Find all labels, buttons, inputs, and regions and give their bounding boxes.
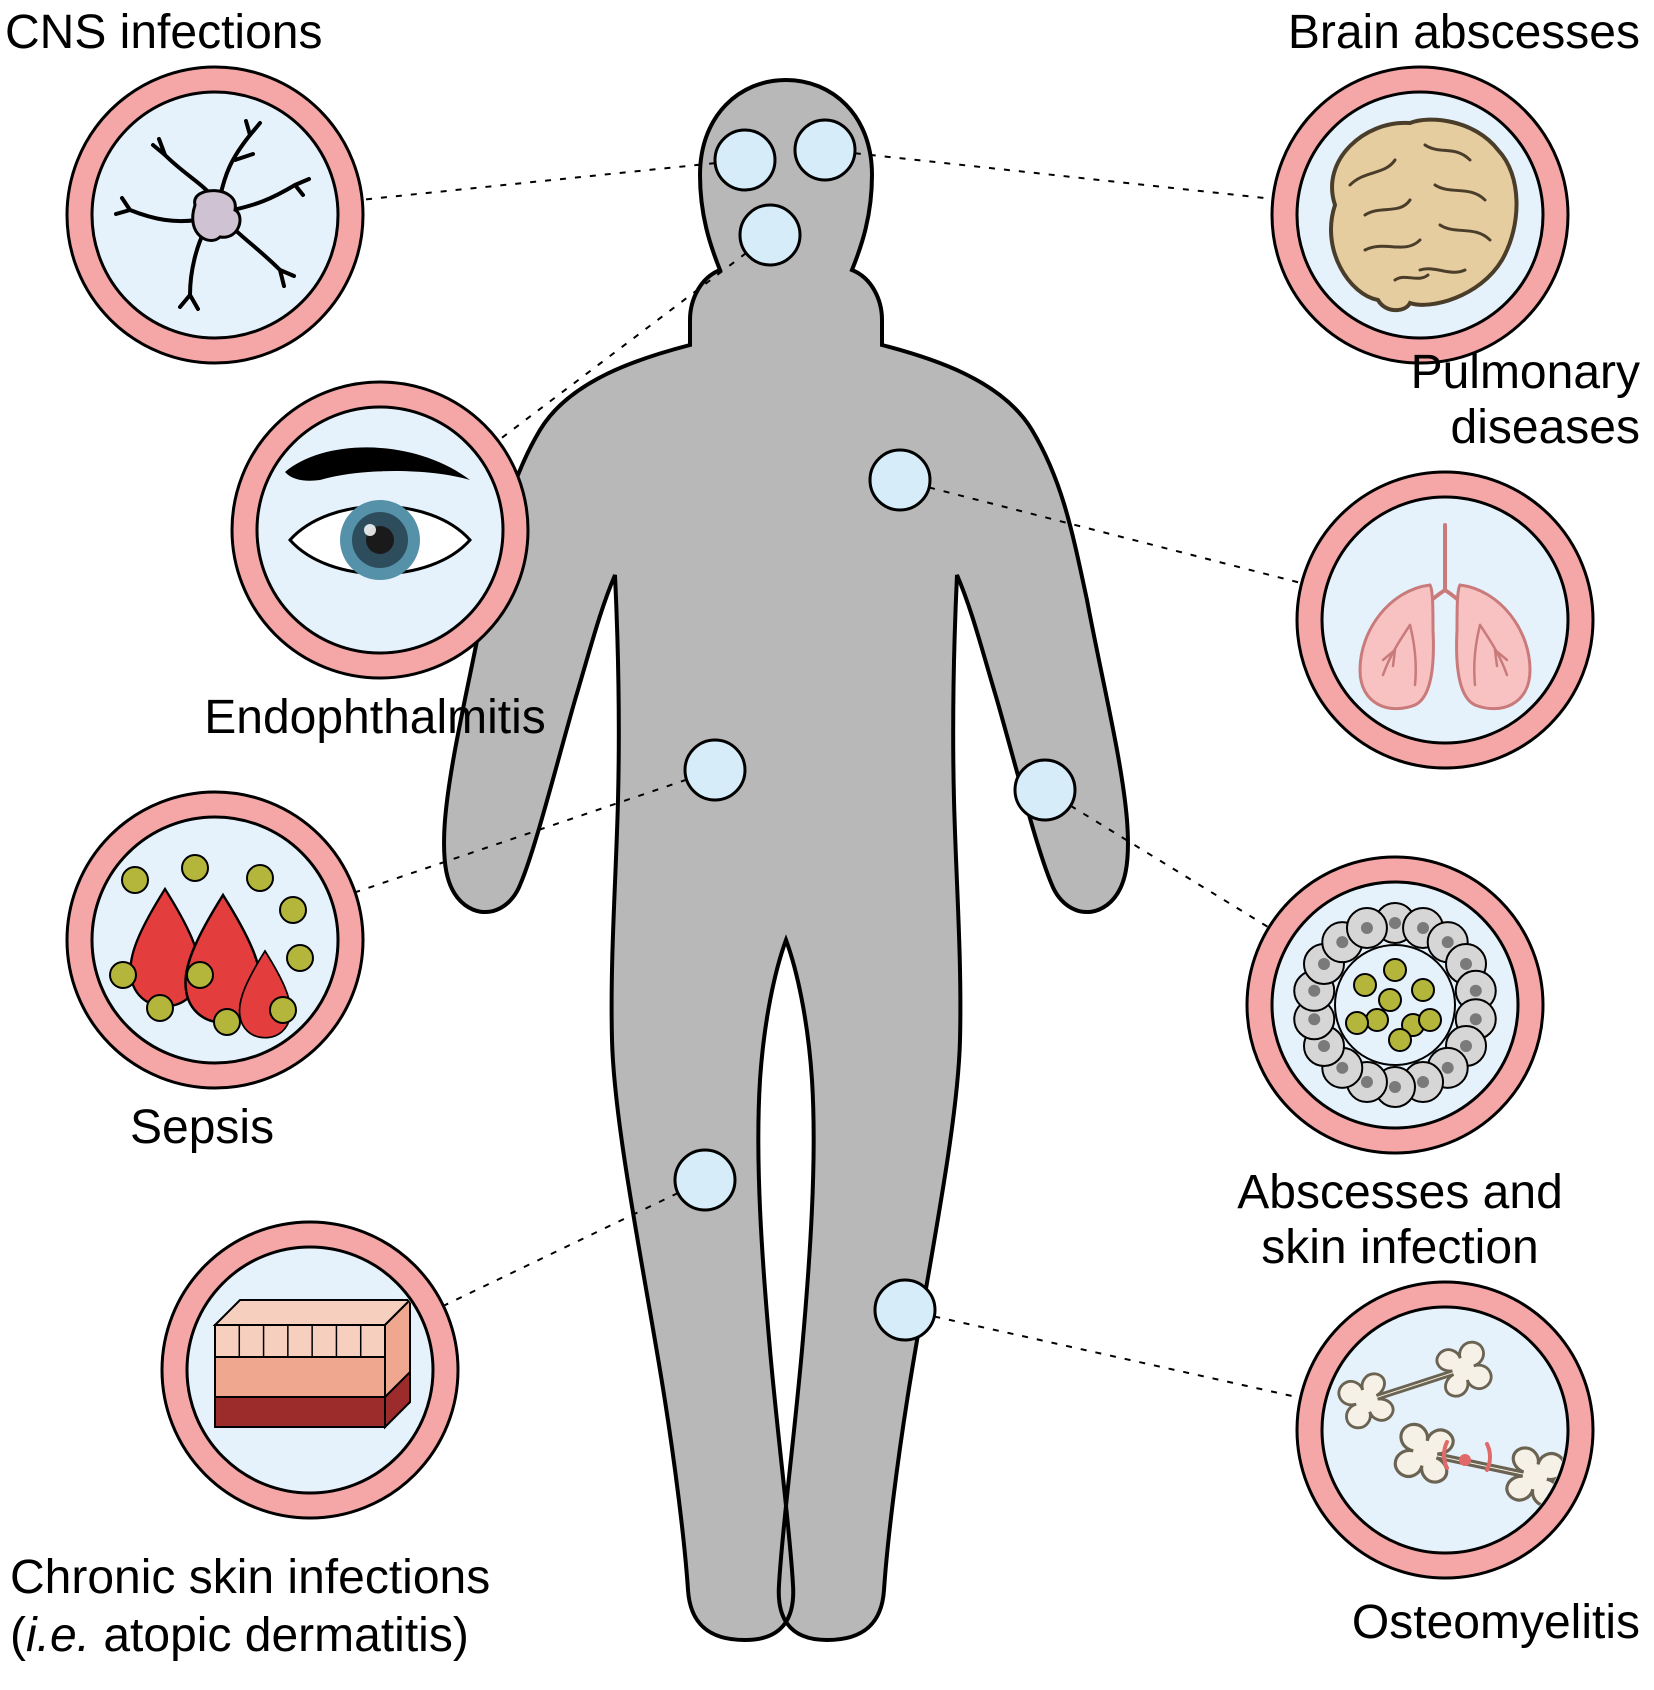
label-sepsis: Sepsis — [130, 1100, 274, 1155]
label-abscess: Abscesses and skin infection — [1237, 1165, 1563, 1275]
medallion-lung — [1297, 472, 1593, 768]
marker-m_chest — [870, 450, 930, 510]
medallion-brain — [1272, 67, 1568, 363]
label-skin: Chronic skin infections — [10, 1550, 490, 1605]
marker-m_head_LL — [740, 205, 800, 265]
medallion-skin — [162, 1222, 458, 1518]
marker-m_head_L — [715, 130, 775, 190]
label-cns: CNS infections — [5, 5, 322, 60]
marker-m_head_R — [795, 120, 855, 180]
medallion-eye — [232, 382, 528, 678]
medallion-abscess — [1247, 857, 1543, 1153]
label-lung: Pulmonary diseases — [1411, 345, 1640, 455]
diagram-canvas — [0, 0, 1654, 1690]
label-eye: Endophthalmitis — [204, 690, 546, 745]
label-bone: Osteomyelitis — [1352, 1595, 1640, 1650]
medallion-sepsis — [67, 792, 363, 1088]
label-brain: Brain abscesses — [1288, 5, 1640, 60]
marker-m_forearm — [1015, 760, 1075, 820]
marker-m_calf_R — [875, 1280, 935, 1340]
medallion-cns — [67, 67, 363, 363]
marker-m_abd — [685, 740, 745, 800]
medallion-bone — [1297, 1282, 1593, 1578]
label-skin2: (i.e. atopic dermatitis) — [10, 1608, 469, 1663]
marker-m_knee_L — [675, 1150, 735, 1210]
